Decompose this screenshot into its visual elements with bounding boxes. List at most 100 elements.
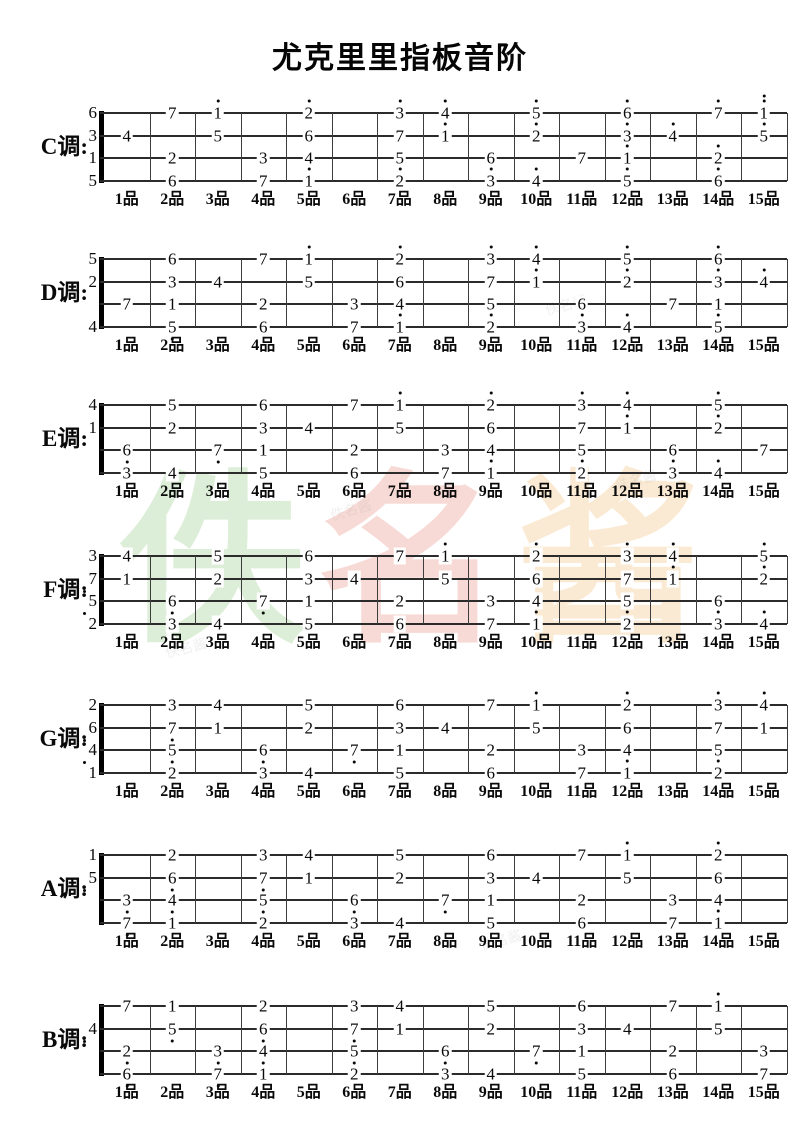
octave-dot <box>398 391 402 395</box>
scale-note: 2 <box>484 1019 497 1038</box>
fret-label: 6品 <box>342 483 367 500</box>
fret-line <box>149 855 151 923</box>
fret-line <box>286 705 287 773</box>
fret-line <box>695 259 697 327</box>
octave-dot <box>625 414 629 417</box>
fret-label: 5品 <box>296 634 321 651</box>
section-key-label: D调: <box>40 279 88 305</box>
scale-note: 6 <box>120 1065 133 1087</box>
fret-label: 8品 <box>433 483 458 500</box>
fret-line <box>468 405 469 473</box>
scale-note: 1 <box>120 569 133 588</box>
fret-line <box>195 705 196 773</box>
scale-note: 2 <box>257 996 270 1016</box>
scale-note: 2 <box>120 1042 133 1065</box>
scale-note: 3 <box>166 272 179 291</box>
fret-label: 1品 <box>114 191 139 208</box>
fret-line <box>559 259 560 327</box>
fret-line <box>331 556 333 624</box>
fret-label: 9品 <box>478 191 503 208</box>
fret-label: 9品 <box>478 483 503 500</box>
fret-line <box>513 113 515 181</box>
section-key-label: B调: <box>42 1026 88 1052</box>
string-line <box>100 303 787 305</box>
scale-note: 3 <box>120 891 133 914</box>
fret-label: 7品 <box>387 191 412 208</box>
scale-note: 1 <box>257 1064 270 1083</box>
scale-note: 4 <box>393 294 406 314</box>
fret-line <box>468 1006 469 1074</box>
scale-note: 7 <box>393 126 406 145</box>
fret-label: 3品 <box>205 783 230 800</box>
open-string-label: 2 <box>88 695 98 714</box>
fret-line <box>604 113 606 181</box>
fret-label: 13品 <box>656 191 689 208</box>
string-line <box>100 404 787 406</box>
fret-label: 11品 <box>566 634 598 651</box>
fret-label: 3品 <box>205 337 230 354</box>
nut-bar <box>99 703 104 775</box>
scale-note: 1 <box>211 718 224 737</box>
fret-line <box>240 705 242 773</box>
scale-note: 5 <box>257 891 270 914</box>
open-string-label: 5 <box>88 170 98 190</box>
string-line <box>100 1027 787 1030</box>
scale-note: 1 <box>302 245 315 268</box>
scale-note: 1 <box>575 1041 588 1061</box>
scale-note: 3 <box>348 294 361 314</box>
fret-label: 11品 <box>566 191 598 208</box>
fret-line <box>286 405 287 473</box>
fret-label: 12品 <box>611 1084 644 1101</box>
fret-label: 8品 <box>433 191 458 208</box>
fret-line <box>149 556 151 624</box>
octave-dot <box>762 542 766 546</box>
scale-note: 6 <box>166 592 179 615</box>
scale-note: 7 <box>666 294 679 314</box>
fret-label: 14品 <box>702 483 735 500</box>
octave-dot <box>307 167 311 170</box>
fret-line <box>286 113 287 181</box>
scale-note: 6 <box>393 614 406 633</box>
scale-note: 1 <box>712 992 725 1015</box>
section-key-label: E调: <box>42 425 88 451</box>
octave-dot <box>762 268 766 271</box>
fret-label: 4品 <box>251 634 276 651</box>
octave-dot <box>580 459 584 462</box>
fret-line <box>149 259 151 327</box>
scale-note: 7 <box>484 272 497 291</box>
fret-line <box>695 705 697 773</box>
fret-label: 6品 <box>342 1084 367 1101</box>
fret-label: 1品 <box>114 783 139 800</box>
octave-dot <box>625 122 629 125</box>
scale-note: 5 <box>348 1042 361 1065</box>
scale-note: 4 <box>621 740 634 760</box>
scale-note: 4 <box>757 691 770 714</box>
scale-note: 4 <box>211 695 224 715</box>
scale-note: 5 <box>302 695 315 715</box>
scale-note: 7 <box>575 418 588 437</box>
octave-dot <box>534 610 538 613</box>
fret-line <box>786 259 788 327</box>
scale-note: 4 <box>484 440 497 460</box>
scale-note: 2 <box>257 913 270 932</box>
fret-line <box>377 1006 378 1074</box>
scale-note: 7 <box>257 869 270 891</box>
open-string-label: 2 <box>88 271 98 291</box>
scale-note: 6 <box>348 463 361 482</box>
fret-label: 9品 <box>478 337 503 354</box>
scale-note: 4 <box>530 868 543 887</box>
scale-note: 7 <box>348 741 361 764</box>
scale-note: 3 <box>621 542 634 565</box>
octave-dot <box>762 610 766 613</box>
octave-dot <box>671 122 675 125</box>
open-string-label: 4 <box>71 741 97 764</box>
scale-note: 3 <box>393 718 406 737</box>
scale-note: 2 <box>166 845 179 865</box>
fret-label: 6品 <box>342 191 367 208</box>
fret-line <box>377 405 378 473</box>
scale-note: 6 <box>712 591 725 611</box>
scale-note: 4 <box>302 845 315 865</box>
octave-dot <box>625 313 629 316</box>
scale-note: 4 <box>120 546 133 566</box>
fret-line <box>559 113 560 181</box>
